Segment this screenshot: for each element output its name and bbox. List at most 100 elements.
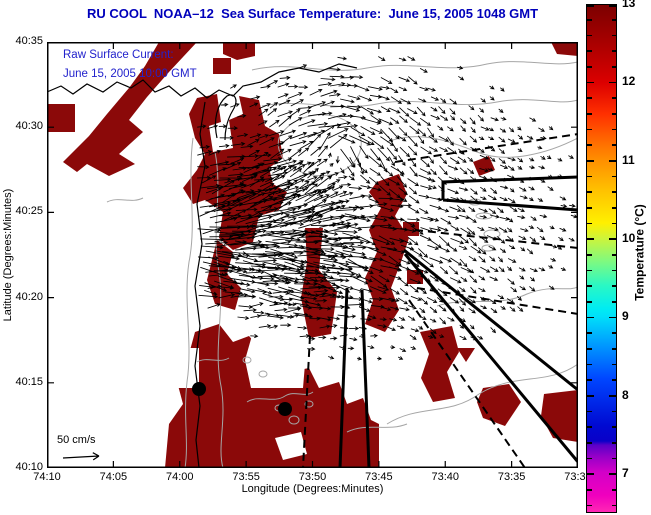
x-tick-label: 74:10 [33,471,61,483]
bathy-contour [246,391,314,403]
sst-hole [245,332,305,388]
coverage-solid-line [403,253,578,463]
colorbar-tick [611,34,616,37]
y-tick-label: 40:35 [15,35,43,47]
coverage-solid-line [441,175,578,200]
colorbar-tick [611,363,616,366]
colorbar-tick [609,160,616,162]
colorbar-tick [587,285,592,287]
colorbar-tick [587,379,592,381]
colorbar-tick [611,410,616,413]
colorbar-tick-label: 11 [622,152,635,167]
colorbar-tick [587,348,592,350]
y-tick-label: 40:30 [15,120,43,133]
coverage-dashed-lines [302,133,578,468]
colorbar-tick [611,301,616,303]
sst-red-patch [551,42,578,56]
colorbar-tick [611,113,616,115]
coverage-solid-line [338,287,349,468]
colorbar-tick [611,128,616,131]
colorbar-tick-label: 13 [622,0,636,10]
y-tick-label: 40:25 [15,205,43,218]
sst-hole [275,432,307,460]
colorbar-tick [587,457,592,460]
map-canvas [47,42,578,468]
sst-red-patch [365,174,409,332]
sst-hole [175,348,199,388]
sst-red-patch [403,222,419,236]
coverage-dashed-line [302,335,311,468]
colorbar-tick [611,50,616,52]
colorbar-tick [587,254,592,256]
colorbar-tick [587,504,592,507]
y-tick-label: 40:10 [15,461,43,473]
scale-arrow [62,452,100,461]
coastline [47,63,358,468]
scale-arrow-label: 50 cm/s [57,434,96,446]
figure-title: RU COOL NOAA–12 Sea Surface Temperature:… [86,6,539,21]
colorbar-tick-label: 9 [622,309,629,324]
colorbar-tick [587,113,592,115]
y-tick-label: 40:15 [15,375,43,388]
colorbar-tick [609,238,616,240]
colorbar-tick [611,191,616,193]
colorbar-tick [587,238,594,240]
annotation-current-time: June 15, 2005 10:00 GMT [63,68,197,80]
x-tick-label: 73:55 [232,471,260,483]
coverage-dashed-line [394,133,578,163]
bathy-contour [184,137,194,468]
x-axis-label: Longitude (Degrees:Minutes) [241,483,384,495]
axis-tick-marks [47,42,578,468]
x-tick-label: 73:50 [298,471,327,483]
colorbar-tick [587,50,592,52]
bathy-contour [386,136,578,158]
scale-arrow-glyph [62,452,100,461]
colorbar-tick [611,489,616,491]
sst-nodata-holes [175,332,307,460]
bathy-contour-loop [258,370,268,378]
colorbar-tick [611,19,616,21]
bathy-contour-loop [304,400,314,408]
colorbar-tick [611,175,616,178]
colorbar-tick [587,269,592,272]
colorbar-tick [611,144,616,146]
colorbar-tick [611,504,616,507]
colorbar-tick [587,301,592,303]
bathymetry-contours [106,61,578,468]
sst-red-patch [541,390,578,442]
colorbar-tick [609,5,616,7]
bathy-contour [251,61,578,71]
colorbar-tick [587,332,592,334]
colorbar-tick-label: 7 [622,465,629,480]
colorbar-tick [611,66,616,68]
colorbar-tick [587,5,594,7]
coverage-solid-line [403,248,578,392]
tick-marks-path [47,42,578,468]
colorbar-tick [587,160,594,162]
colorbar-tick [587,191,592,193]
sst-red-patch [63,42,197,176]
coastline-path [194,101,206,468]
sst-red-patch [420,326,459,402]
x-tick-label: 74:00 [165,471,194,483]
colorbar-tick [611,269,616,272]
colorbar-tick [587,144,592,146]
colorbar-tick [587,97,592,99]
colorbar-tick [587,426,592,428]
station-dots [192,382,292,416]
bathy-contour [106,197,144,203]
colorbar-tick [611,426,616,428]
station-dot [278,402,292,416]
colorbar-tick [611,379,616,381]
x-tick-label: 73:40 [431,471,460,483]
axes-border [47,42,578,468]
bathy-contour [386,363,578,425]
colorbar-tick [587,410,592,413]
coverage-solid-line [442,198,578,212]
sst-red-patch [47,104,75,132]
colorbar-tick [587,316,594,319]
bathy-contour [196,357,230,363]
colorbar-tick [609,316,616,319]
coverage-solid-line [360,289,371,468]
